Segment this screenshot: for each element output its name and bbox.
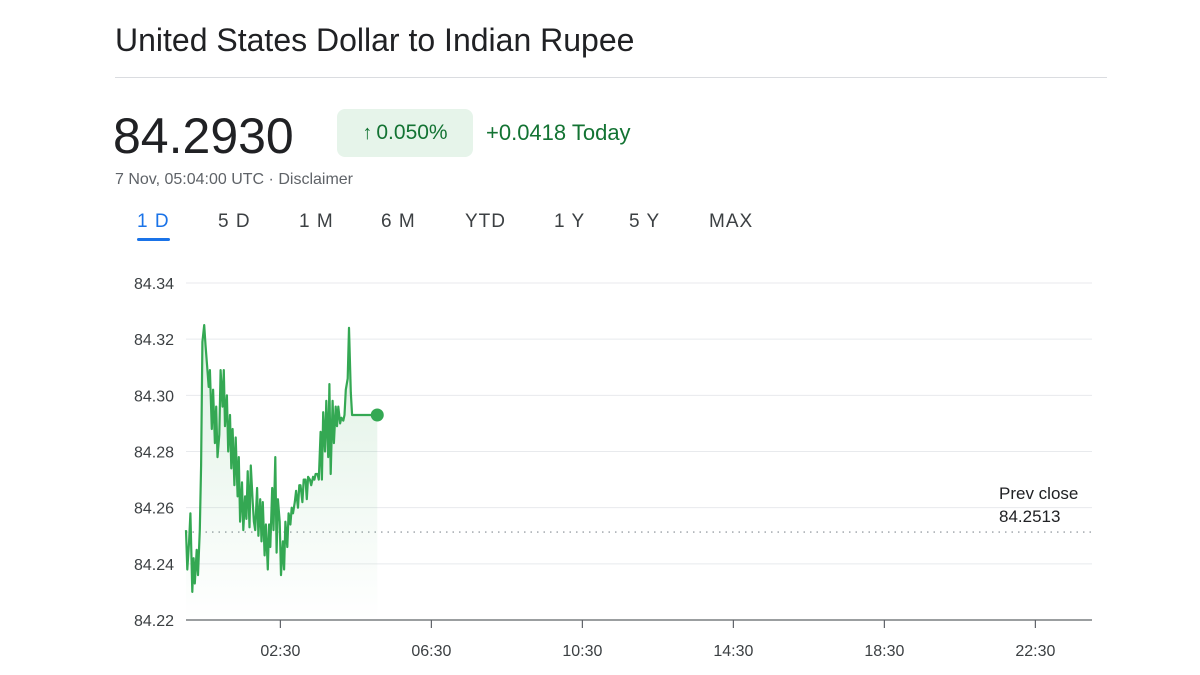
y-tick-label: 84.32 <box>134 332 174 349</box>
header-divider <box>115 77 1107 78</box>
timestamp-line: 7 Nov, 05:04:00 UTC · Disclaimer <box>115 171 353 189</box>
x-tick-label: 02:30 <box>260 643 300 660</box>
current-price: 84.2930 <box>113 108 294 164</box>
x-axis: 02:30 06:30 10:30 14:30 18:30 22:30 <box>260 620 1055 660</box>
tab-5d[interactable]: 5 D <box>218 211 251 232</box>
tab-1m[interactable]: 1 M <box>299 211 334 232</box>
tab-6m[interactable]: 6 M <box>381 211 416 232</box>
tab-5y[interactable]: 5 Y <box>629 211 661 232</box>
page-title: United States Dollar to Indian Rupee <box>115 22 635 58</box>
change-percent: 0.050% <box>376 121 448 144</box>
y-tick-label: 84.22 <box>134 613 174 630</box>
change-percent-badge: ↑ 0.050% <box>337 109 473 157</box>
x-tick-label: 10:30 <box>562 643 602 660</box>
y-tick-label: 84.24 <box>134 557 174 574</box>
x-tick-label: 06:30 <box>411 643 451 660</box>
arrow-up-icon: ↑ <box>362 121 373 144</box>
meta-separator: · <box>264 171 279 188</box>
tab-max[interactable]: MAX <box>709 211 754 232</box>
y-axis: 84.34 84.32 84.30 84.28 84.26 84.24 84.22 <box>134 276 174 630</box>
change-today: +0.0418 Today <box>486 120 631 145</box>
prev-close-label: Prev close <box>999 484 1078 503</box>
y-tick-label: 84.30 <box>134 388 174 405</box>
timestamp: 7 Nov, 05:04:00 UTC <box>115 171 265 188</box>
tab-ytd[interactable]: YTD <box>465 211 506 232</box>
x-tick-label: 14:30 <box>713 643 753 660</box>
tab-1d[interactable]: 1 D <box>137 211 170 241</box>
disclaimer-link[interactable]: Disclaimer <box>278 171 353 188</box>
x-tick-label: 18:30 <box>864 643 904 660</box>
y-tick-label: 84.28 <box>134 445 174 462</box>
tab-1y[interactable]: 1 Y <box>554 211 586 232</box>
x-tick-label: 22:30 <box>1015 643 1055 660</box>
prev-close-value: 84.2513 <box>999 507 1060 526</box>
price-series-line <box>184 324 378 593</box>
y-tick-label: 84.34 <box>134 276 174 293</box>
y-tick-label: 84.26 <box>134 501 174 518</box>
current-price-marker <box>370 408 384 422</box>
